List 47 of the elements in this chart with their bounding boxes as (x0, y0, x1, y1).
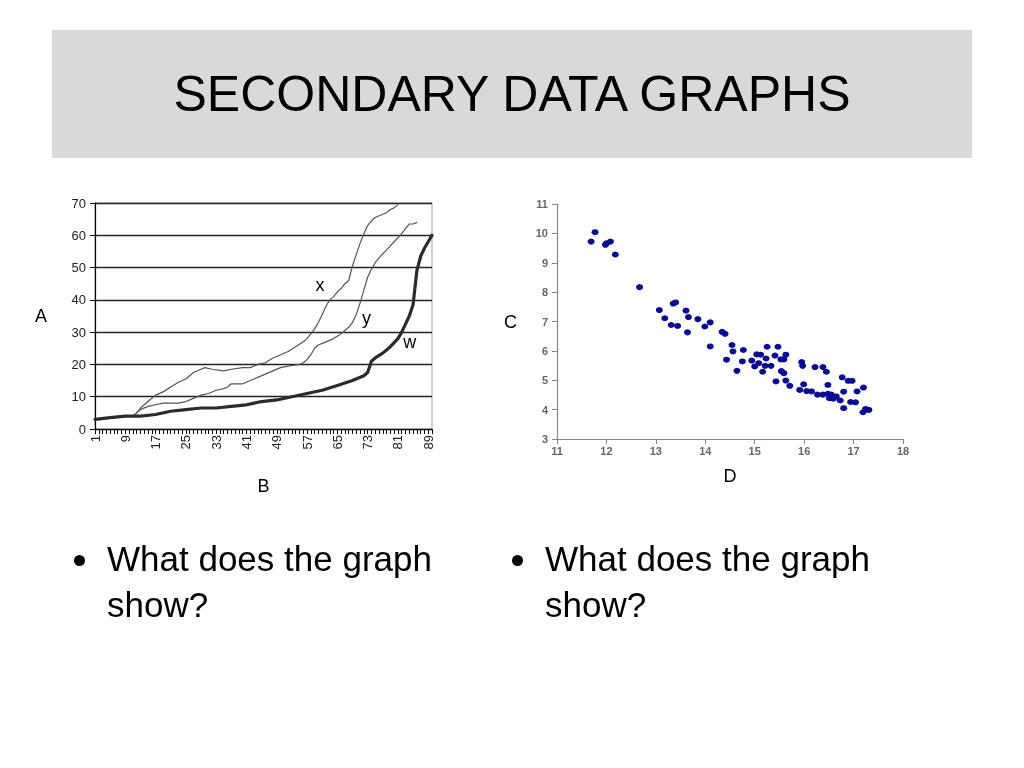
y-tick-label: 40 (71, 292, 86, 308)
text: What does the graph show? (545, 539, 870, 624)
y-tick-label: 70 (71, 195, 86, 211)
y-tick-label: 6 (541, 344, 548, 357)
x-tick-label: 73 (360, 435, 376, 450)
x-tick-label: 9 (117, 435, 133, 443)
y-axis-title: A (34, 306, 47, 326)
x-tick-label: 11 (551, 444, 563, 457)
y-tick-label: 0 (78, 421, 86, 437)
y-axis-title: C (504, 311, 517, 332)
y-tick-label: 9 (541, 256, 548, 269)
x-tick-label: 49 (269, 435, 285, 450)
x-tick-label: 13 (649, 444, 662, 457)
x-tick-label: 16 (798, 444, 811, 457)
y-tick-label: 60 (71, 227, 86, 243)
x-tick-label: 81 (390, 435, 406, 450)
y-tick-label: 7 (541, 315, 548, 328)
y-tick-label: 4 (541, 403, 549, 416)
series-label: w (402, 332, 418, 352)
y-tick-label: 20 (71, 356, 86, 372)
x-tick-label: 41 (238, 435, 254, 450)
x-tick-label: 17 (847, 444, 860, 457)
y-tick-label: 30 (71, 324, 86, 340)
x-axis-title: B (257, 476, 270, 496)
x-tick-label: 15 (748, 444, 761, 457)
x-tick-label: 33 (208, 435, 224, 450)
y-tick-label: 10 (535, 227, 548, 240)
y-tick-label: 11 (536, 198, 548, 210)
x-tick-label: 17 (148, 435, 164, 450)
series-label: x (315, 275, 325, 295)
x-tick-label: 12 (600, 444, 613, 457)
chart-title: SECONDARY DATA GRAPHS (172, 65, 852, 124)
x-tick-label: 65 (329, 435, 345, 450)
y-tick-label: 8 (541, 286, 548, 299)
y-tick-label: 5 (541, 374, 548, 387)
y-tick-label: 3 (541, 433, 548, 445)
series-label: y (362, 308, 372, 328)
x-tick-label: 25 (178, 435, 194, 450)
x-tick-label: 18 (896, 444, 910, 457)
x-tick-label: 89 (420, 435, 436, 450)
text: What does the graph show? (107, 539, 432, 624)
x-axis-title: D (723, 466, 737, 486)
x-tick-label: 1 (87, 435, 103, 443)
y-tick-label: 50 (71, 260, 86, 276)
x-tick-label: 14 (699, 444, 713, 457)
y-tick-label: 10 (71, 389, 86, 405)
x-tick-label: 57 (299, 435, 315, 450)
